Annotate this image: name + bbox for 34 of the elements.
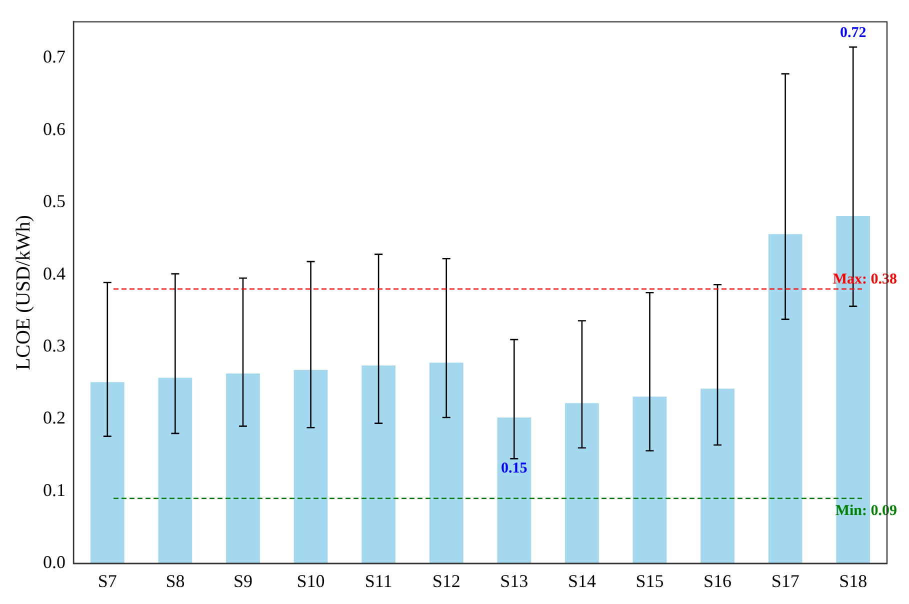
bar <box>226 373 260 564</box>
annotation: 0.15 <box>501 460 528 476</box>
bar <box>564 403 599 564</box>
bar <box>429 362 464 564</box>
y-axis-title: LCOE (USD/kWh) <box>12 215 34 370</box>
bar <box>362 366 396 564</box>
bar <box>632 396 667 564</box>
annotation: 0.72 <box>840 24 866 41</box>
x-tick-label: S12 <box>432 570 460 591</box>
bar <box>294 370 328 564</box>
x-tick-label: S16 <box>704 570 732 591</box>
y-tick-label: 0.6 <box>43 118 66 139</box>
bar <box>700 388 734 564</box>
y-tick-label: 0.3 <box>43 335 66 356</box>
y-tick-label: 0.7 <box>43 46 66 67</box>
x-tick-label: S7 <box>98 570 117 591</box>
bar <box>497 418 532 564</box>
x-tick-label: S15 <box>636 570 664 591</box>
y-tick-label: 0.1 <box>43 480 66 500</box>
x-tick-label: S9 <box>233 570 252 591</box>
bar <box>158 378 192 564</box>
x-tick-label: S11 <box>364 570 392 591</box>
y-tick-label: 0.4 <box>43 263 66 284</box>
x-tick-label: S10 <box>296 570 325 591</box>
y-tick-label: 0.0 <box>43 552 66 572</box>
x-tick-label: S14 <box>568 570 596 591</box>
bar <box>768 234 802 564</box>
y-tick-label: 0.5 <box>43 191 66 212</box>
bar <box>90 382 124 564</box>
y-tick-label: 0.2 <box>43 408 66 428</box>
x-tick-label: S13 <box>500 570 528 591</box>
x-tick-label: S18 <box>839 570 868 591</box>
x-tick-label: S8 <box>166 570 185 591</box>
x-tick-label: S17 <box>771 570 800 591</box>
